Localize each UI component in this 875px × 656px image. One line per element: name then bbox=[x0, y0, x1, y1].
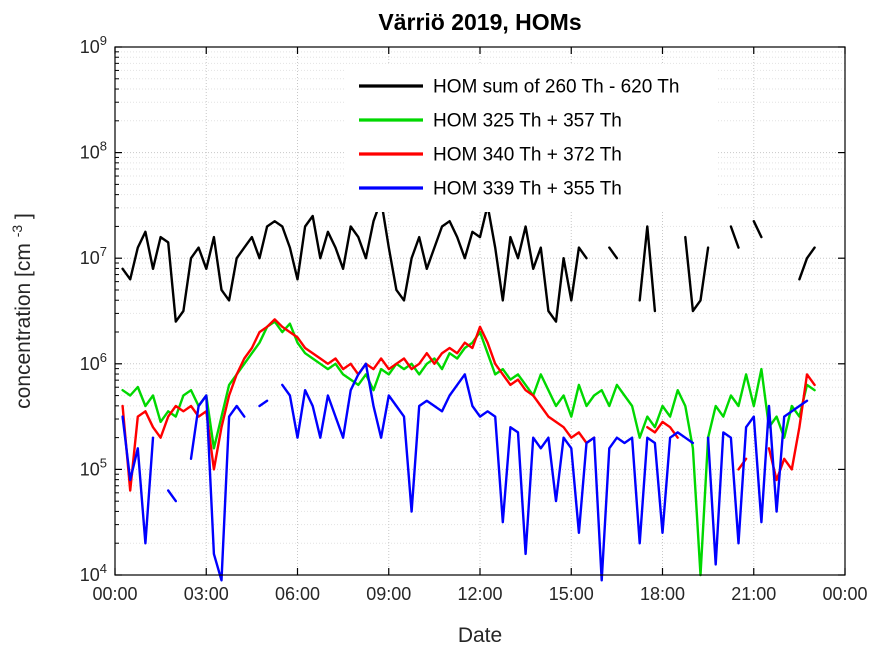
y-axis-label-main: concentration [cm bbox=[12, 243, 35, 409]
x-tick-label: 03:00 bbox=[184, 584, 229, 604]
y-axis-label-superscript: -3 bbox=[9, 225, 25, 238]
x-axis-label: Date bbox=[458, 624, 502, 647]
y-tick-label: 104 bbox=[80, 561, 107, 585]
legend-label-hom-340-372: HOM 340 Th + 372 Th bbox=[433, 145, 622, 166]
series-line-hom-339-355 bbox=[121, 362, 809, 582]
tick-layer bbox=[114, 46, 846, 576]
x-tick-label: 00:00 bbox=[822, 584, 867, 604]
x-tick-label: 09:00 bbox=[366, 584, 411, 604]
x-tick-label: 18:00 bbox=[640, 584, 685, 604]
y-tick-label: 106 bbox=[80, 350, 107, 374]
x-tick-label: 00:00 bbox=[92, 584, 137, 604]
y-tick-label: 107 bbox=[80, 244, 107, 268]
tick-label-layer: 00:00 03:00 06:00 09:00 12:00 15:00 18:00 21:00… bbox=[80, 33, 868, 604]
x-tick-label: 12:00 bbox=[457, 584, 502, 604]
legend-label-hom-339-355: HOM 339 Th + 355 Th bbox=[433, 179, 622, 200]
series-layer bbox=[121, 198, 816, 582]
legend-label-hom-325-357: HOM 325 Th + 357 Th bbox=[433, 111, 622, 132]
x-tick-label: 15:00 bbox=[549, 584, 594, 604]
legend: HOM sum of 260 Th - 620 Th HOM 325 Th + 3… bbox=[345, 64, 717, 212]
y-tick-label: 105 bbox=[80, 455, 107, 479]
x-tick-label: 21:00 bbox=[731, 584, 776, 604]
y-axis-label-close: ] bbox=[12, 213, 35, 219]
y-tick-label: 109 bbox=[80, 33, 107, 57]
y-tick-label: 108 bbox=[80, 139, 107, 163]
y-axis-label: concentration [cm -3 ] bbox=[4, 213, 35, 409]
legend-label-hom-sum-260-620: HOM sum of 260 Th - 620 Th bbox=[433, 77, 679, 98]
chart-title: Värriö 2019, HOMs bbox=[378, 9, 581, 35]
series-line-hom-sum-260-620 bbox=[121, 198, 816, 323]
x-tick-label: 06:00 bbox=[275, 584, 320, 604]
